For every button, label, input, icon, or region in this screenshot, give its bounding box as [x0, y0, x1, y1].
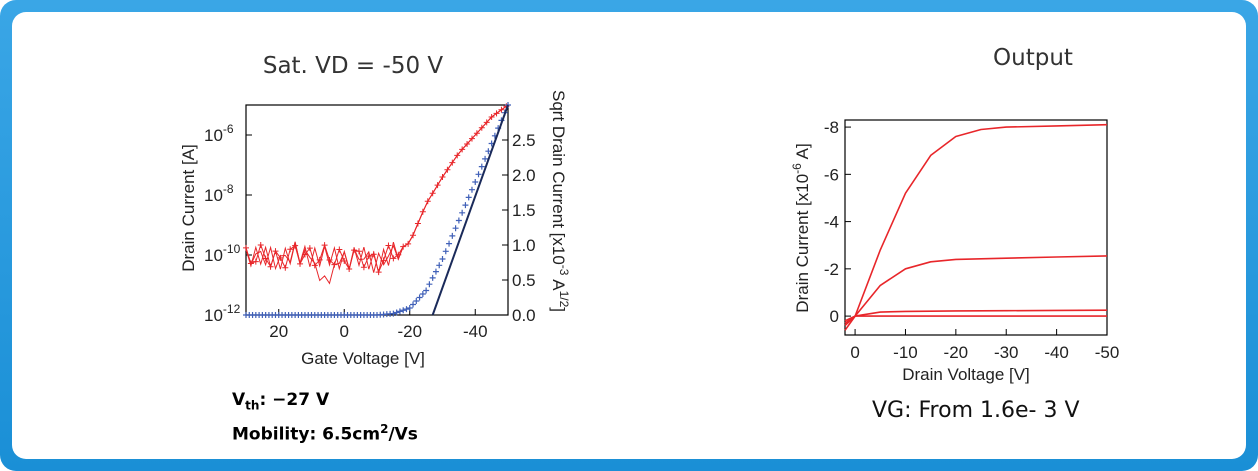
mobility-unit: /Vs — [388, 425, 418, 446]
transfer-sqrt-point — [462, 202, 469, 209]
output-xtick-label: -30 — [994, 343, 1019, 362]
transfer-sqrt-point — [413, 298, 420, 304]
transfer-ytick-left-label: 10-12 — [204, 302, 241, 325]
output-ytick-label: -2 — [824, 260, 839, 279]
transfer-ticks: 20 0 -20 -40 10-12 10-10 10-8 10-6 0.0 0.5 1.0 1.5 2… — [204, 122, 536, 341]
transfer-ytick-right-label: 1.0 — [512, 236, 536, 255]
transfer-log-curve — [245, 105, 507, 273]
transfer-ytick-right-label: 0.5 — [512, 271, 536, 290]
transfer-log-point — [365, 253, 372, 260]
output-ylabel: Drain Current [x10-6 A] — [790, 143, 812, 312]
transfer-sqrt-point — [468, 186, 475, 193]
transfer-sqrt-point — [390, 310, 397, 317]
output-ytick-label: -4 — [824, 213, 839, 232]
transfer-xtick-label: 20 — [269, 322, 288, 341]
output-xtick-label: -20 — [944, 343, 969, 362]
transfer-series — [243, 102, 511, 318]
output-curve — [844, 255, 1108, 327]
transfer-sqrt-point — [455, 217, 462, 224]
output-chart-title: Output — [993, 45, 1073, 71]
transfer-log-curve — [245, 105, 507, 285]
mobility-superscript: 2 — [380, 422, 389, 437]
transfer-sqrt-point — [482, 155, 489, 162]
transfer-sqrt-point — [423, 287, 430, 294]
transfer-chart-title: Sat. VD = -50 V — [263, 53, 444, 79]
transfer-plot-frame — [245, 104, 509, 316]
transfer-sqrt-point — [429, 274, 436, 281]
transfer-xtick-label: 0 — [340, 322, 349, 341]
transfer-log-point — [360, 264, 367, 271]
transfer-sqrt-point — [393, 309, 400, 316]
vth-label: V — [232, 390, 246, 410]
transfer-log-point — [257, 241, 264, 248]
transfer-sqrt-point — [439, 256, 446, 262]
transfer-sqrt-point — [403, 306, 410, 313]
transfer-sqrt-point — [406, 305, 413, 311]
transfer-sqrt-point — [485, 148, 492, 155]
transfer-sqrt-point — [475, 171, 482, 178]
transfer-sqrt-point — [459, 209, 466, 216]
transfer-sqrt-point — [452, 225, 459, 232]
output-xtick-label: -50 — [1095, 343, 1120, 362]
output-xtick-label: 0 — [850, 343, 859, 362]
threshold-mobility-note: Vth: −27 V Mobility: 6.5cm2/Vs — [232, 388, 418, 447]
transfer-ylabel-left: Drain Current [A] — [179, 144, 198, 272]
transfer-ytick-left-label: 10-6 — [204, 122, 234, 145]
transfer-log-point — [336, 246, 343, 253]
transfer-xtick-label: -40 — [463, 322, 488, 341]
output-curve — [844, 123, 1108, 331]
transfer-sqrt-point — [436, 262, 443, 269]
transfer-log-point — [287, 246, 294, 253]
transfer-sqrt-point — [396, 308, 403, 315]
transfer-sqrt-point — [432, 268, 439, 275]
output-curve — [844, 315, 1107, 322]
transfer-sqrt-point — [419, 291, 426, 297]
vg-range-note: VG: From 1.6e- 3 V — [872, 398, 1080, 423]
output-ytick-label: 0 — [830, 307, 839, 326]
output-xlabel: Drain Voltage [V] — [902, 365, 1030, 384]
output-ticks: 0 -10 -20 -30 -40 -50 0 -2 -4 -6 -8 — [824, 118, 1119, 362]
output-xtick-label: -40 — [1044, 343, 1069, 362]
transfer-xtick-label: -20 — [397, 322, 422, 341]
transfer-ytick-right-label: 1.5 — [512, 201, 536, 220]
transfer-ytick-left-label: 10-10 — [204, 242, 241, 265]
transfer-log-point — [252, 258, 259, 265]
output-series — [844, 123, 1108, 331]
output-ytick-label: -8 — [824, 118, 839, 137]
transfer-log-point — [326, 257, 333, 264]
vth-value: : −27 V — [259, 390, 330, 410]
transfer-log-point — [306, 245, 313, 252]
transfer-sqrt-point — [416, 294, 423, 301]
transfer-sqrt-point — [442, 248, 449, 255]
transfer-sqrt-point — [400, 307, 407, 314]
transfer-log-point — [385, 242, 392, 249]
vth-line: Vth: −27 V — [232, 388, 418, 417]
output-plot-frame — [844, 119, 1108, 336]
transfer-sqrt-point — [449, 232, 456, 239]
transfer-log-point — [390, 255, 397, 262]
transfer-sqrt-point — [465, 194, 472, 201]
transfer-ytick-right-label: 0.0 — [512, 306, 536, 325]
transfer-xlabel: Gate Voltage [V] — [301, 349, 425, 368]
mobility-label: Mobility: 6.5cm — [232, 425, 381, 446]
transfer-ytick-right-label: 2.0 — [512, 166, 536, 185]
transfer-log-point — [355, 248, 362, 255]
output-xtick-label: -10 — [893, 343, 918, 362]
transfer-fit-line — [431, 104, 509, 316]
transfer-sqrt-point — [410, 301, 417, 308]
mobility-line: Mobility: 6.5cm2/Vs — [232, 417, 418, 447]
transfer-sqrt-point — [426, 281, 433, 288]
vth-subscript: th — [245, 398, 260, 413]
content-panel — [12, 12, 1246, 459]
transfer-sqrt-point — [478, 163, 485, 170]
transfer-sqrt-point — [472, 179, 479, 185]
transfer-sqrt-point — [446, 240, 453, 247]
transfer-ytick-left-label: 10-8 — [204, 182, 234, 205]
transfer-ylabel-right: Sqrt Drain Current [x10-3 A1/2] — [549, 90, 571, 312]
transfer-ytick-right-label: 2.5 — [512, 131, 536, 150]
output-ytick-label: -6 — [824, 165, 839, 184]
transfer-log-point — [282, 264, 289, 271]
